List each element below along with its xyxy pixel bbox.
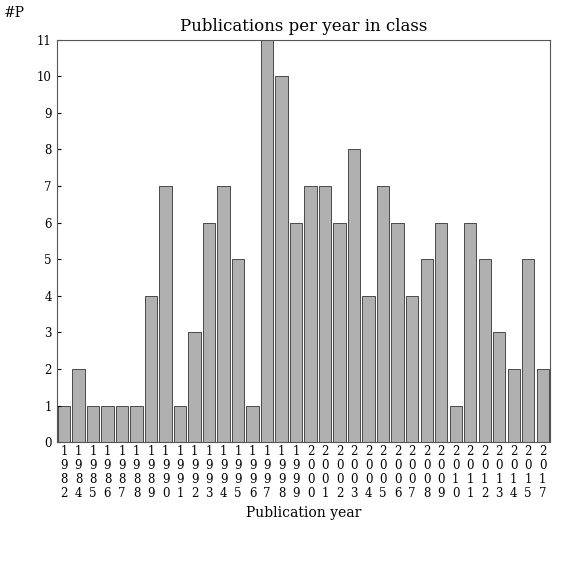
Bar [101,405,113,442]
Bar [362,296,375,442]
Bar [333,223,346,442]
Bar [73,369,84,442]
Title: Publications per year in class: Publications per year in class [180,18,427,35]
Bar [188,332,201,442]
Bar [304,186,317,442]
Bar [391,223,404,442]
Bar [507,369,520,442]
Bar [493,332,505,442]
Bar [247,405,259,442]
Bar [464,223,476,442]
Bar [130,405,143,442]
Bar [159,186,172,442]
Bar [377,186,390,442]
Bar [203,223,215,442]
Bar [479,259,491,442]
Bar [174,405,186,442]
Bar [522,259,534,442]
Bar [421,259,433,442]
Bar [319,186,331,442]
Bar [232,259,244,442]
Text: #P: #P [4,6,25,20]
Bar [116,405,128,442]
Bar [348,150,360,442]
Bar [406,296,418,442]
Bar [58,405,70,442]
Bar [450,405,462,442]
X-axis label: Publication year: Publication year [246,506,361,519]
Bar [87,405,99,442]
Bar [276,77,287,442]
Bar [217,186,230,442]
Bar [536,369,549,442]
Bar [145,296,157,442]
Bar [435,223,447,442]
Bar [261,40,273,442]
Bar [290,223,302,442]
